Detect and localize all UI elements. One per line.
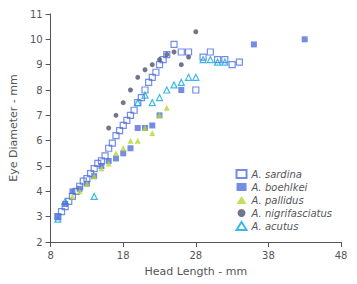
svg-text:5: 5 [36,161,42,172]
svg-text:8: 8 [36,85,42,96]
svg-text:11: 11 [30,9,43,20]
svg-text:8: 8 [47,250,53,261]
svg-text:6: 6 [36,135,42,146]
svg-text:2: 2 [36,237,42,248]
svg-text:48: 48 [335,250,348,261]
svg-text:A. sardina: A. sardina [251,169,302,180]
svg-text:A. boehlkei: A. boehlkei [251,182,308,193]
svg-text:9: 9 [36,59,42,70]
svg-text:A. pallidus: A. pallidus [251,195,304,206]
svg-text:18: 18 [117,250,130,261]
svg-text:3: 3 [36,211,42,222]
svg-text:4: 4 [36,186,42,197]
svg-text:Head Length - mm: Head Length - mm [145,265,248,278]
svg-text:28: 28 [189,250,202,261]
svg-text:38: 38 [262,250,275,261]
svg-text:7: 7 [36,110,42,121]
svg-text:Eye Diameter - mm: Eye Diameter - mm [7,74,20,181]
svg-text:A. nigrifasciatus: A. nigrifasciatus [251,208,332,219]
svg-text:A. acutus: A. acutus [251,221,299,232]
svg-text:10: 10 [30,34,43,45]
